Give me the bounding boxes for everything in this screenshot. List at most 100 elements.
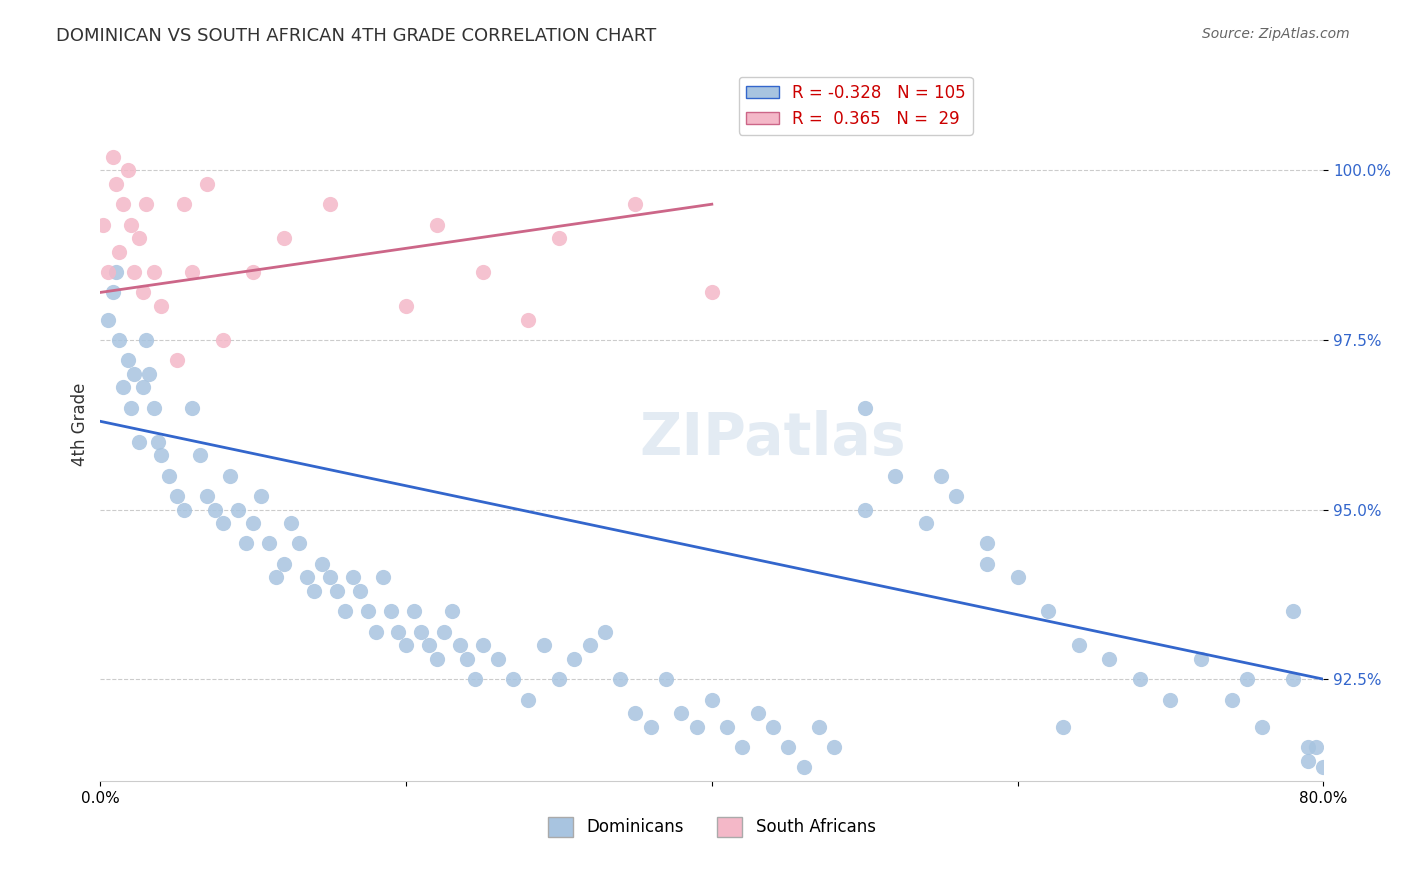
Point: [395, 638, 418, 652]
Point: [318, 570, 340, 584]
Point: [426, 652, 449, 666]
Point: [120, 218, 142, 232]
Point: [593, 624, 616, 639]
Point: [731, 739, 754, 754]
Point: [142, 401, 165, 415]
Point: [380, 604, 402, 618]
Point: [166, 489, 188, 503]
Point: [929, 468, 952, 483]
Point: [295, 570, 318, 584]
Point: [333, 604, 356, 618]
Point: [624, 197, 647, 211]
Point: [120, 401, 142, 415]
Point: [1236, 672, 1258, 686]
Point: [562, 652, 585, 666]
Point: [97, 312, 120, 326]
Point: [112, 380, 135, 394]
Point: [1159, 692, 1181, 706]
Point: [318, 197, 340, 211]
Point: [135, 333, 157, 347]
Point: [132, 380, 155, 394]
Point: [1312, 760, 1334, 774]
Point: [135, 197, 157, 211]
Point: [104, 265, 127, 279]
Point: [349, 583, 371, 598]
Point: [1098, 652, 1121, 666]
Point: [1281, 672, 1303, 686]
Point: [411, 624, 433, 639]
Point: [211, 516, 233, 530]
Point: [138, 367, 160, 381]
Text: DOMINICAN VS SOUTH AFRICAN 4TH GRADE CORRELATION CHART: DOMINICAN VS SOUTH AFRICAN 4TH GRADE COR…: [56, 27, 657, 45]
Point: [609, 672, 631, 686]
Point: [1036, 604, 1059, 618]
Point: [242, 516, 264, 530]
Point: [1007, 570, 1029, 584]
Point: [107, 244, 129, 259]
Legend: R = -0.328   N = 105, R =  0.365   N =  29: R = -0.328 N = 105, R = 0.365 N = 29: [740, 77, 973, 135]
Point: [486, 652, 509, 666]
Point: [671, 706, 693, 720]
Point: [342, 570, 364, 584]
Point: [1220, 692, 1243, 706]
Point: [655, 672, 678, 686]
Point: [578, 638, 600, 652]
Point: [1067, 638, 1090, 652]
Point: [364, 624, 387, 639]
Point: [1296, 754, 1319, 768]
Point: [884, 468, 907, 483]
Point: [440, 604, 463, 618]
Point: [128, 434, 150, 449]
Point: [117, 163, 139, 178]
Point: [1305, 739, 1327, 754]
Point: [1281, 604, 1303, 618]
Point: [97, 265, 120, 279]
Point: [548, 672, 571, 686]
Point: [273, 231, 295, 245]
Point: [449, 638, 471, 652]
Point: [250, 489, 273, 503]
Point: [762, 720, 785, 734]
Point: [976, 536, 998, 550]
Point: [150, 299, 173, 313]
Point: [157, 468, 180, 483]
Point: [311, 557, 333, 571]
Point: [280, 516, 302, 530]
Point: [685, 720, 707, 734]
Point: [204, 502, 226, 516]
Point: [304, 583, 326, 598]
Point: [464, 672, 486, 686]
Point: [181, 401, 204, 415]
Point: [257, 536, 280, 550]
Point: [188, 448, 211, 462]
Point: [93, 218, 115, 232]
Point: [181, 265, 204, 279]
Point: [807, 720, 830, 734]
Point: [326, 583, 349, 598]
Text: ZIPatlas: ZIPatlas: [640, 410, 907, 467]
Point: [778, 739, 800, 754]
Point: [101, 285, 124, 300]
Point: [107, 333, 129, 347]
Point: [426, 218, 449, 232]
Point: [112, 197, 135, 211]
Point: [517, 312, 540, 326]
Point: [226, 502, 249, 516]
Point: [195, 177, 218, 191]
Y-axis label: 4th Grade: 4th Grade: [72, 383, 89, 467]
Point: [517, 692, 540, 706]
Point: [853, 502, 876, 516]
Point: [1052, 720, 1074, 734]
Point: [173, 197, 195, 211]
Point: [548, 231, 571, 245]
Point: [853, 401, 876, 415]
Point: [976, 557, 998, 571]
Point: [716, 720, 738, 734]
Point: [117, 353, 139, 368]
Point: [211, 333, 233, 347]
Point: [1129, 672, 1152, 686]
Point: [471, 638, 494, 652]
Point: [793, 760, 815, 774]
Point: [402, 604, 425, 618]
Point: [122, 265, 145, 279]
